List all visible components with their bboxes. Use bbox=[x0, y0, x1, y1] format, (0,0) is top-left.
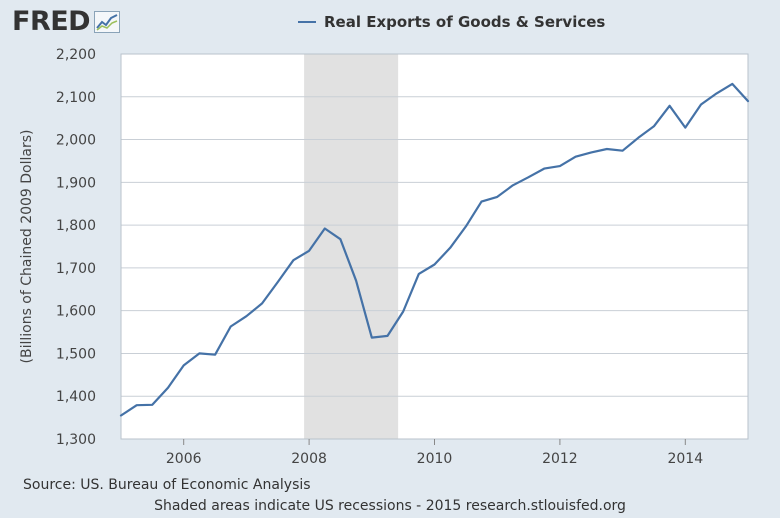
series-line-0 bbox=[119, 82, 750, 417]
source-text: Source: US. Bureau of Economic Analysis bbox=[23, 477, 311, 493]
y-tick-label: 1,600 bbox=[56, 304, 96, 320]
fred-logo[interactable]: FRED bbox=[12, 6, 121, 37]
y-axis-label: (Billions of Chained 2009 Dollars) bbox=[19, 130, 35, 364]
y-tick-label: 1,900 bbox=[56, 175, 96, 191]
chart-legend: Real Exports of Goods & Services bbox=[298, 13, 605, 31]
x-axis-ticks: 2006 2008 2010 2012 2014 bbox=[166, 439, 703, 467]
plot-area bbox=[121, 54, 748, 439]
recession-note: Shaded areas indicate US recessions - 20… bbox=[154, 498, 626, 514]
legend-label: Real Exports of Goods & Services bbox=[324, 13, 606, 31]
fred-logo-text: FRED bbox=[12, 6, 91, 37]
y-axis-ticks: 1,300 1,400 1,500 1,600 1,700 1,800 1,900 2,000… bbox=[56, 47, 96, 448]
x-tick-label: 2014 bbox=[667, 451, 703, 467]
grid-layer bbox=[120, 53, 749, 440]
x-tick-label: 2006 bbox=[166, 451, 202, 467]
legend-line-swatch bbox=[298, 21, 316, 23]
y-tick-label: 1,700 bbox=[56, 261, 96, 277]
y-tick-label: 2,100 bbox=[56, 90, 96, 106]
y-tick-label: 1,400 bbox=[56, 389, 96, 405]
x-tick-label: 2010 bbox=[417, 451, 453, 467]
y-tick-label: 2,000 bbox=[56, 133, 96, 149]
y-tick-label: 1,300 bbox=[56, 432, 96, 448]
recession-layer bbox=[304, 54, 399, 439]
x-tick-label: 2008 bbox=[291, 451, 327, 467]
recession-band-0 bbox=[304, 54, 399, 439]
y-tick-label: 1,800 bbox=[56, 218, 96, 234]
x-tick-label: 2012 bbox=[542, 451, 578, 467]
trend-chart-icon bbox=[94, 10, 121, 33]
y-tick-label: 1,500 bbox=[56, 346, 96, 362]
series-layer bbox=[119, 82, 750, 417]
y-tick-label: 2,200 bbox=[56, 47, 96, 63]
